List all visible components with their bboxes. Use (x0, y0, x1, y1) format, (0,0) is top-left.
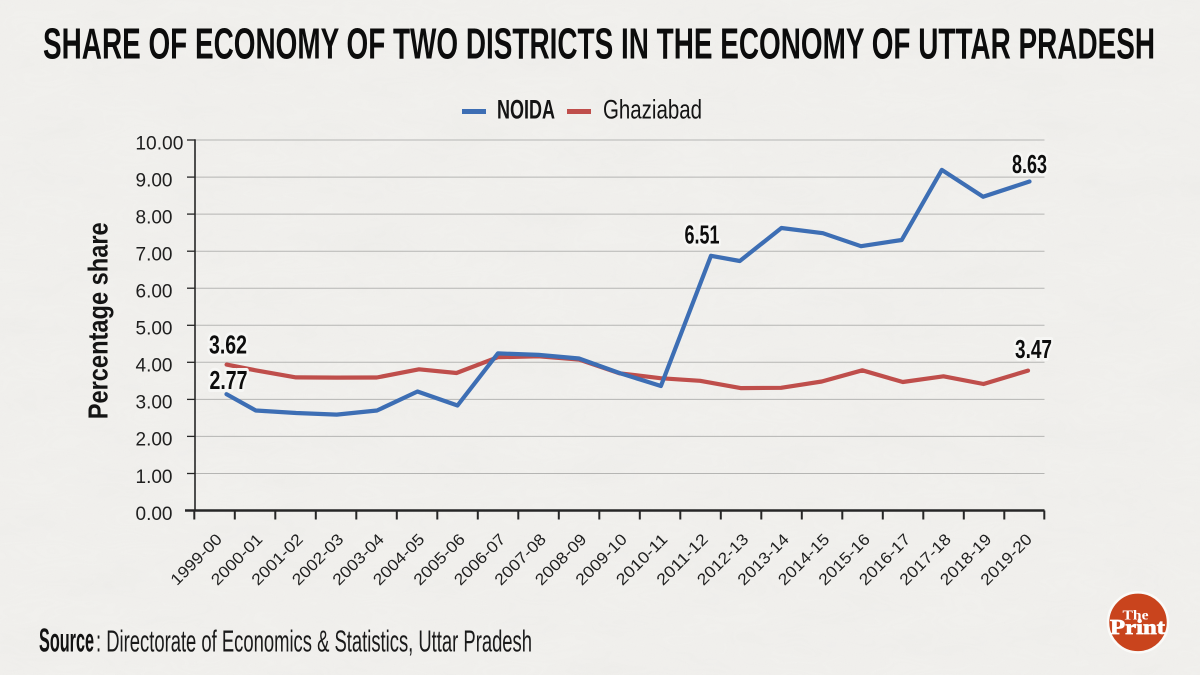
svg-text:6.51: 6.51 (685, 221, 720, 249)
svg-text:7.00: 7.00 (136, 245, 173, 266)
svg-text:Percentage share: Percentage share (83, 222, 114, 419)
svg-text:10.00: 10.00 (135, 133, 183, 154)
svg-text:3.62: 3.62 (209, 331, 247, 359)
svg-text:1.00: 1.00 (136, 467, 173, 488)
svg-text:3.47: 3.47 (1015, 336, 1052, 364)
svg-text:9.00: 9.00 (136, 170, 173, 191)
svg-text:5.00: 5.00 (136, 319, 173, 340)
svg-text:: Directorate of Economics & S: : Directorate of Economics & Statistics,… (96, 624, 532, 659)
svg-text:Ghaziabad: Ghaziabad (603, 95, 702, 125)
svg-text:8.63: 8.63 (1012, 151, 1047, 179)
svg-text:2.00: 2.00 (136, 430, 173, 451)
svg-text:3.00: 3.00 (136, 393, 173, 414)
svg-text:Source: Source (39, 622, 94, 659)
svg-text:4.00: 4.00 (136, 356, 173, 377)
svg-text:The: The (1123, 609, 1149, 624)
svg-text:6.00: 6.00 (136, 282, 173, 303)
svg-text:8.00: 8.00 (136, 207, 173, 228)
svg-text:0.00: 0.00 (136, 504, 173, 525)
svg-text:NOIDA: NOIDA (497, 95, 555, 125)
svg-text:SHARE OF ECONOMY OF TWO DISTRI: SHARE OF ECONOMY OF TWO DISTRICTS IN THE… (43, 20, 1155, 69)
svg-text:Print: Print (1110, 615, 1165, 639)
svg-text:2.77: 2.77 (210, 367, 248, 395)
